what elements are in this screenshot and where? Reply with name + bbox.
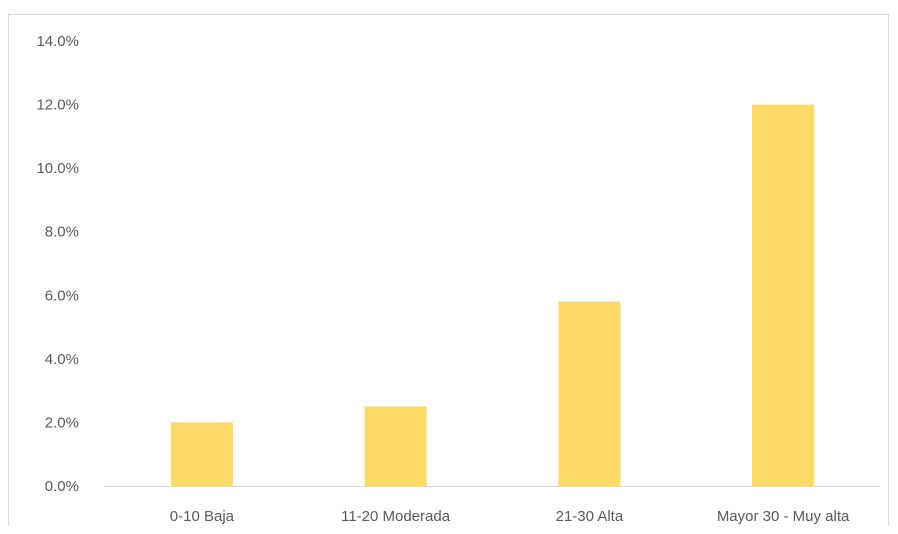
y-tick-label: 12.0% bbox=[36, 97, 79, 114]
category-labels: 0-10 Baja 11-20 Moderada 21-30 Alta Mayor 3… bbox=[170, 508, 850, 525]
y-tick-label: 8.0% bbox=[45, 224, 79, 241]
y-axis-ticks: 0.0% 2.0% 4.0% 6.0% 8.0% 10.0% 12.0% 14.0% bbox=[36, 33, 79, 495]
category-label: 0-10 Baja bbox=[170, 508, 235, 525]
category-label: 11-20 Moderada bbox=[341, 508, 451, 525]
bar-2 bbox=[558, 301, 621, 486]
category-label: Mayor 30 - Muy alta bbox=[717, 508, 850, 525]
chart-frame bbox=[8, 14, 889, 526]
y-tick-label: 0.0% bbox=[45, 478, 79, 495]
y-tick-label: 10.0% bbox=[36, 160, 79, 177]
y-tick-label: 4.0% bbox=[45, 351, 79, 368]
bar-0 bbox=[170, 422, 233, 486]
y-tick-label: 14.0% bbox=[36, 33, 79, 50]
category-label: 21-30 Alta bbox=[556, 508, 624, 525]
bar-3 bbox=[752, 104, 815, 486]
y-tick-label: 2.0% bbox=[45, 414, 79, 431]
y-tick-label: 6.0% bbox=[45, 287, 79, 304]
bar-1 bbox=[364, 406, 427, 486]
bars bbox=[170, 104, 815, 486]
